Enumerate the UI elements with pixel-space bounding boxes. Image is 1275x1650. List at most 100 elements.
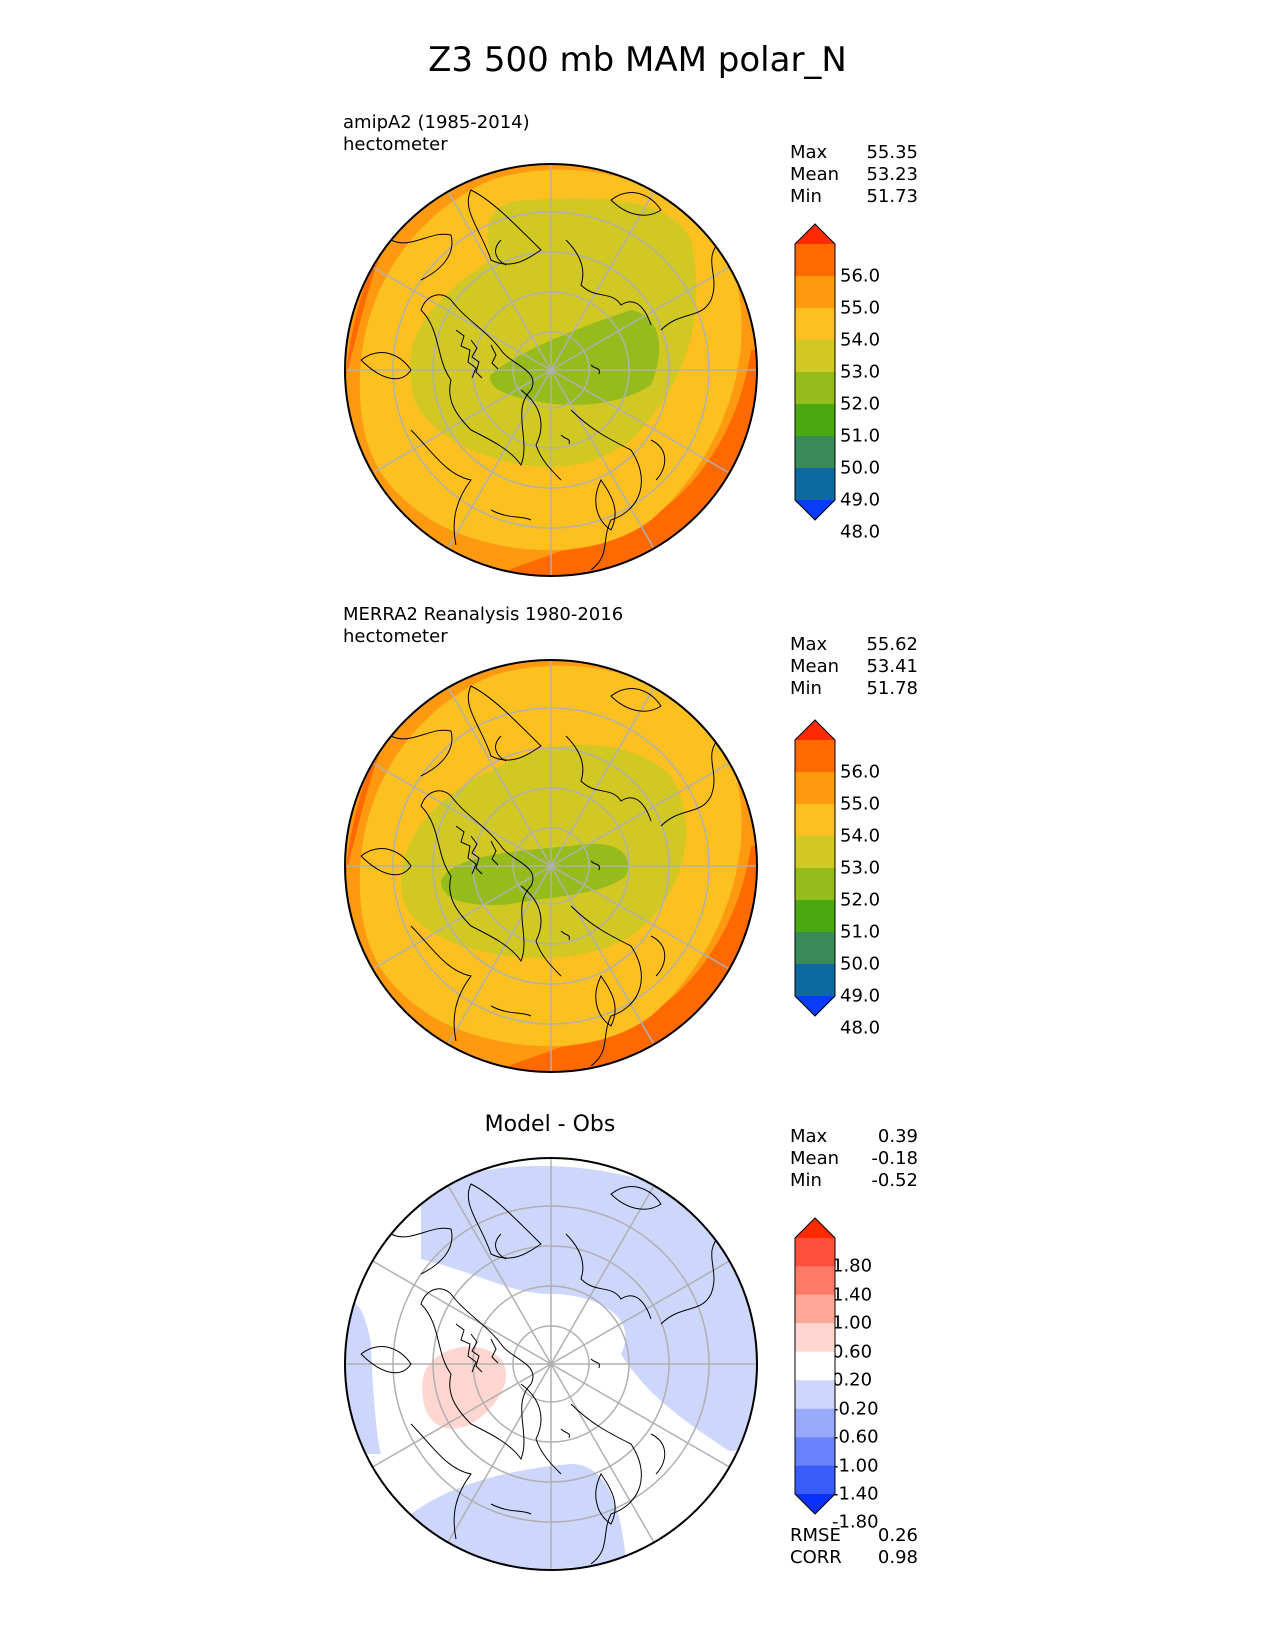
colorbar-tick-label: 1.80 (832, 1255, 873, 1277)
stat-mean-label: Mean (790, 1148, 840, 1169)
colorbar-tick-label: -1.80 (832, 1511, 879, 1533)
meridian-gridline (550, 369, 655, 549)
stat-min-label: Min (790, 1170, 822, 1191)
colorbar-outline (794, 223, 836, 521)
stat-max-label: Max (790, 1126, 828, 1147)
meridian-gridline (550, 865, 655, 1045)
colorbar-tick-label: 51.0 (840, 921, 881, 943)
colorbar-tick-label: 56.0 (840, 761, 881, 783)
meridian-gridline (372, 266, 552, 371)
stat-mean-value: 53.23 (866, 164, 918, 185)
diff-metrics: RMSE 0.26 CORR 0.98 (790, 1525, 918, 1569)
colorbar-segment (795, 836, 835, 868)
colorbar-tick-label: -0.20 (832, 1398, 879, 1420)
map-boundary (344, 1157, 758, 1571)
colorbar-tick-label: 55.0 (840, 297, 881, 319)
contour-band (422, 1346, 507, 1429)
stat-min-label: Min (790, 678, 822, 699)
meridian-gridline (550, 266, 730, 371)
figure-title: Z3 500 mb MAM polar_N (428, 40, 847, 80)
colorbar-tick-label: 54.0 (840, 825, 881, 847)
meridian-gridline (550, 1260, 730, 1365)
colorbar (794, 719, 836, 1017)
polar-map (345, 164, 757, 576)
model-units: hectometer (343, 134, 448, 155)
meridian-gridline (550, 1185, 655, 1365)
colorbar-tick-label: 49.0 (840, 489, 881, 511)
polar-map (345, 1158, 757, 1570)
colorbar-segment (795, 404, 835, 436)
stat-max-value: 55.62 (866, 634, 918, 655)
polar-map (345, 660, 757, 1072)
colorbar-extend-max (795, 720, 835, 740)
colorbar-extend-min (795, 996, 835, 1016)
meridian-gridline (447, 1185, 552, 1365)
meridian-gridline (447, 1363, 552, 1543)
colorbar-segment (795, 1294, 835, 1324)
obs-panel-label: MERRA2 Reanalysis 1980-2016 hectometer (343, 604, 623, 648)
colorbar-segment (795, 244, 835, 276)
colorbar-tick-label: 56.0 (840, 265, 881, 287)
rmse-label: RMSE (790, 1525, 841, 1546)
model-stats: Max 55.35 Mean 53.23 Min 51.73 (790, 142, 918, 208)
meridian-gridline (447, 865, 552, 1045)
meridian-gridline (447, 369, 552, 549)
meridian-gridline (372, 762, 552, 867)
meridian-gridline (550, 191, 655, 371)
diff-panel-title: Model - Obs (484, 1112, 616, 1137)
meridian-gridline (447, 687, 552, 867)
colorbar-segment (795, 868, 835, 900)
stat-max-label: Max (790, 634, 828, 655)
colorbar-segment (795, 1266, 835, 1295)
colorbar-segment (795, 372, 835, 404)
contour-band (421, 1165, 757, 1452)
colorbar-tick-label: 53.0 (840, 361, 881, 383)
meridian-gridline (550, 369, 730, 474)
colorbar-segment (795, 1437, 835, 1466)
colorbar-segment (795, 1323, 835, 1352)
stat-min-value: 51.78 (866, 678, 918, 699)
colorbar-segment (795, 1351, 835, 1381)
stat-min-value: -0.52 (871, 1170, 918, 1191)
meridian-gridline (550, 762, 730, 867)
colorbar-outline (794, 719, 836, 1017)
colorbar-segment (795, 804, 835, 836)
colorbar-extend-max (795, 1218, 835, 1238)
obs-stats: Max 55.62 Mean 53.41 Min 51.78 (790, 634, 918, 700)
stat-min-label: Min (790, 186, 822, 207)
colorbar-segment (795, 772, 835, 804)
rmse-value: 0.26 (877, 1525, 918, 1546)
colorbar-segment (795, 1408, 835, 1438)
colorbar-segment (795, 340, 835, 372)
colorbar-segment (795, 468, 835, 500)
model-case-name: amipA2 (1985-2014) (343, 112, 530, 133)
colorbar-tick-label: -0.60 (832, 1426, 879, 1448)
stat-max-value: 55.35 (866, 142, 918, 163)
diff-stats: Max 0.39 Mean -0.18 Min -0.52 (790, 1126, 918, 1192)
stat-mean-label: Mean (790, 656, 840, 677)
meridian-gridline (447, 191, 552, 371)
corr-value: 0.98 (877, 1547, 918, 1568)
colorbar-tick-label: -1.00 (832, 1455, 879, 1477)
meridian-gridline (550, 1363, 655, 1543)
stat-mean-value: -0.18 (871, 1148, 918, 1169)
colorbar-tick-label: 55.0 (840, 793, 881, 815)
obs-units: hectometer (343, 626, 448, 647)
colorbar-segment (795, 1465, 835, 1494)
colorbar-segment (795, 436, 835, 468)
colorbar-segment (795, 276, 835, 308)
meridian-gridline (550, 1363, 730, 1468)
meridian-gridline (372, 1260, 552, 1365)
map-boundary (344, 163, 758, 577)
colorbar (794, 223, 836, 521)
colorbar-tick-label: 50.0 (840, 457, 881, 479)
colorbar-tick-label: 1.40 (832, 1284, 873, 1306)
corr-label: CORR (790, 1547, 842, 1568)
colorbar-tick-label: 52.0 (840, 889, 881, 911)
colorbar-tick-label: 49.0 (840, 985, 881, 1007)
stat-max-label: Max (790, 142, 828, 163)
colorbar-tick-label: 1.00 (832, 1312, 873, 1334)
colorbar-tick-label: 0.60 (832, 1341, 873, 1363)
colorbar-tick-label: 48.0 (840, 521, 881, 543)
